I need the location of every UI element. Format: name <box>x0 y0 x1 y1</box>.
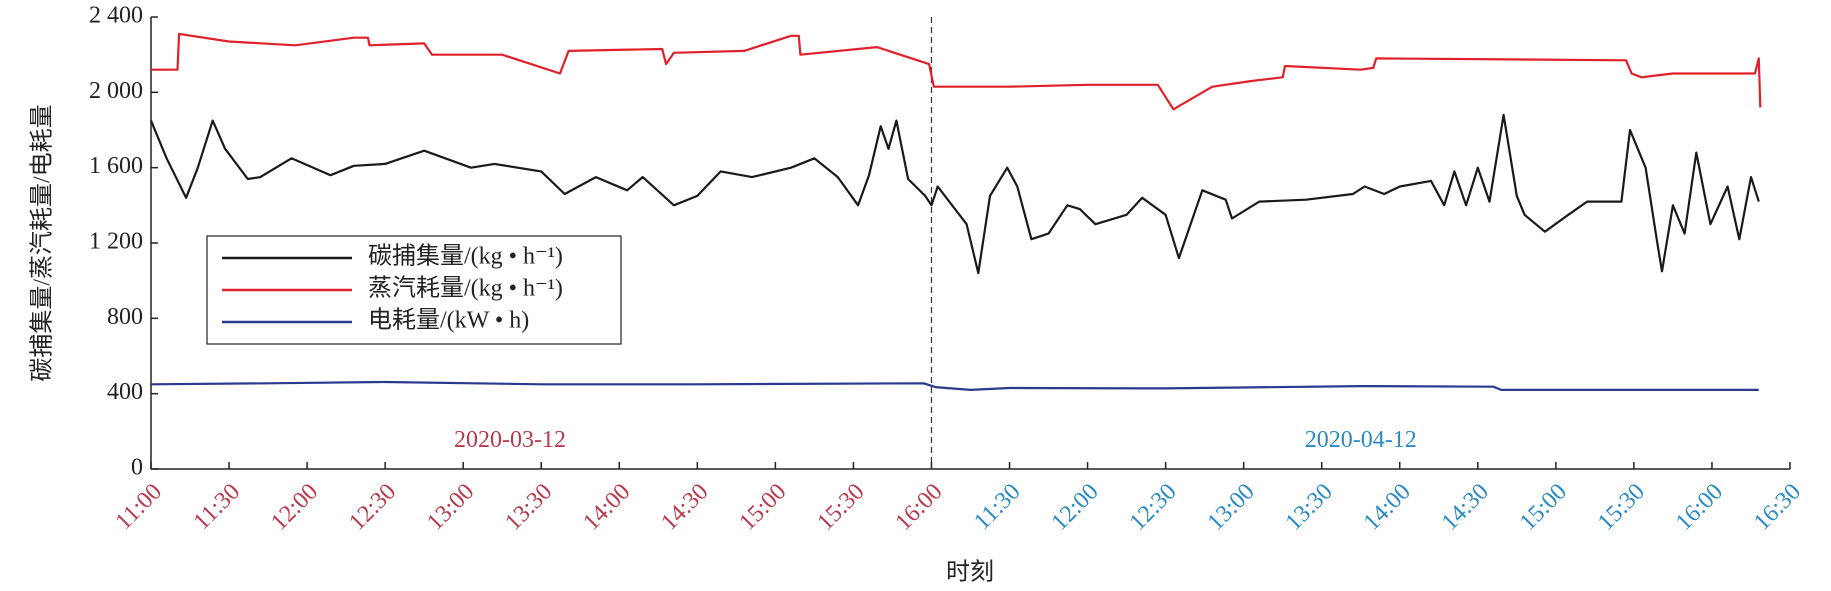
x-tick-label: 12:30 <box>344 479 401 536</box>
x-tick-label: 15:00 <box>1515 479 1572 536</box>
x-tick-label: 13:00 <box>422 479 479 536</box>
x-tick-label: 13:00 <box>1203 479 1260 536</box>
x-tick-label: 16:00 <box>891 479 948 536</box>
series-line <box>150 380 1759 391</box>
x-tick-label: 14:30 <box>1437 479 1494 536</box>
legend-label: 碳捕集量/(kg • h⁻¹) <box>368 243 563 270</box>
x-tick-label: 11:30 <box>969 479 1025 535</box>
y-tick-label: 2 000 <box>89 78 143 104</box>
series-line <box>151 32 1762 111</box>
x-axis-label: 时刻 <box>946 559 994 586</box>
x-tick-label: 11:00 <box>111 479 167 535</box>
x-tick-label: 16:00 <box>1671 479 1728 536</box>
x-tick-label: 14:00 <box>1359 479 1416 536</box>
date-annotation: 2020-03-12 <box>454 427 566 453</box>
x-tick-label: 12:00 <box>266 479 323 536</box>
legend: 碳捕集量/(kg • h⁻¹) 蒸汽耗量/(kg • h⁻¹) 电耗量/(kW • … <box>206 235 622 345</box>
x-tick-label: 14:00 <box>578 479 635 536</box>
y-tick-label: 2 400 <box>89 3 143 29</box>
x-tick-label: 13:30 <box>500 479 557 536</box>
series-line <box>149 113 1760 275</box>
y-tick-label: 0 <box>131 455 143 481</box>
x-tick-label: 16:30 <box>1749 479 1806 536</box>
y-tick-label: 1 600 <box>89 153 143 179</box>
x-tick-label: 12:30 <box>1125 479 1182 536</box>
x-tick-label: 13:30 <box>1281 479 1338 536</box>
y-tick-label: 1 200 <box>89 229 143 255</box>
x-tick-label: 12:00 <box>1047 479 1104 536</box>
x-tick-label: 15:30 <box>1593 479 1650 536</box>
x-tick-label: 15:00 <box>734 479 791 536</box>
y-tick-label: 400 <box>107 379 143 405</box>
y-axis-label: 碳捕集量/蒸汽耗量/电耗量 <box>29 104 56 381</box>
legend-label: 蒸汽耗量/(kg • h⁻¹) <box>368 275 563 302</box>
x-tick-label: 14:30 <box>656 479 713 536</box>
date-annotation: 2020-04-12 <box>1305 427 1417 453</box>
legend-label: 电耗量/(kW • h) <box>368 307 529 334</box>
x-tick-label: 11:30 <box>189 479 245 535</box>
y-tick-label: 800 <box>107 304 143 330</box>
x-tick-label: 15:30 <box>813 479 870 536</box>
